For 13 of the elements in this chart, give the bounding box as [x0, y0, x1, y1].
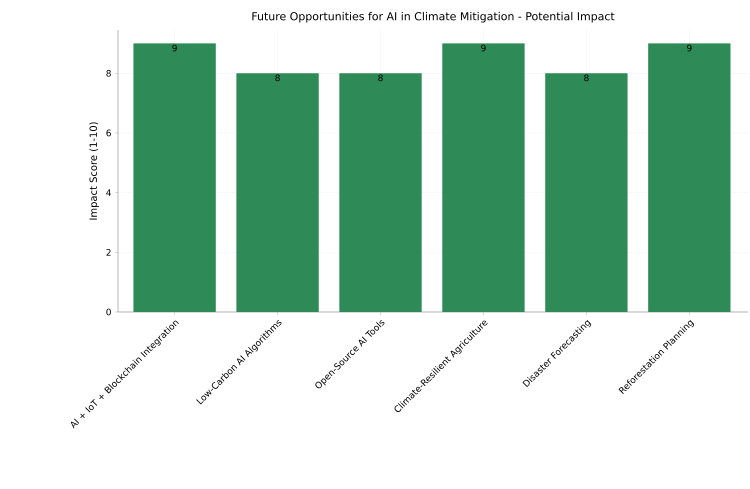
data-label: 9 [172, 44, 177, 52]
y-tick-label: 0 [106, 308, 111, 316]
data-label: 8 [275, 74, 280, 82]
data-label: 8 [378, 74, 383, 82]
data-label: 8 [584, 74, 589, 82]
y-axis-title: Impact Score (1-10) [89, 122, 99, 220]
y-tick-label: 2 [106, 248, 111, 256]
data-label: 9 [687, 44, 692, 52]
data-label: 9 [481, 44, 486, 52]
y-tick-label: 8 [106, 70, 111, 77]
y-tick-label: 6 [106, 130, 111, 136]
y-tick-label: 4 [106, 189, 111, 196]
chart-title: Future Opportunities for AI in Climate Mitigation - Potential Impact [252, 12, 614, 22]
